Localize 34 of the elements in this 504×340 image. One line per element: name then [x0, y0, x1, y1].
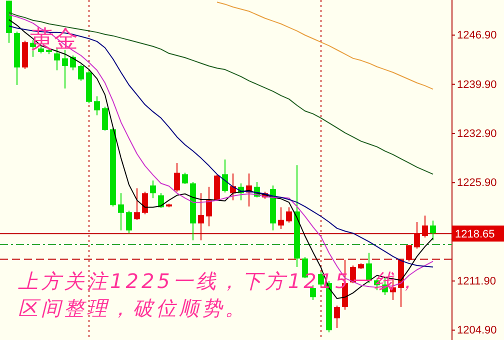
candlestick — [70, 54, 76, 71]
candlestick — [406, 244, 412, 262]
candlestick — [286, 206, 292, 224]
candlestick — [182, 172, 188, 185]
y-tick-label: 1239.90 — [457, 78, 497, 91]
candlestick — [198, 192, 204, 241]
candlestick — [334, 305, 340, 329]
candlestick — [422, 215, 428, 238]
candlestick — [278, 206, 284, 230]
ref-line-label: 1218.65 — [455, 228, 495, 241]
candlestick — [430, 220, 436, 241]
y-tick-label: 1211.90 — [457, 276, 496, 288]
y-tick-label: 1246.90 — [457, 30, 497, 42]
candlestick — [414, 221, 420, 250]
candlestick — [142, 191, 148, 215]
candlestick — [206, 186, 212, 227]
candlestick — [126, 210, 132, 234]
line-series — [216, 2, 434, 90]
candlestick — [54, 48, 60, 71]
candlestick — [118, 192, 124, 231]
candlestick — [174, 162, 180, 192]
candlestick — [150, 180, 156, 199]
candlestick — [62, 49, 68, 90]
candlestick — [318, 271, 324, 286]
candlestick — [134, 188, 140, 220]
candlestick — [366, 252, 372, 284]
y-tick-label: 1225.90 — [457, 177, 497, 190]
candlestick — [222, 158, 228, 193]
y-tick-label: 1232.90 — [457, 128, 497, 140]
candlestick — [214, 174, 220, 202]
y-tick-label: 1204.90 — [457, 324, 497, 337]
candlestick — [78, 64, 84, 82]
candlestick — [94, 96, 100, 116]
candlestick — [102, 106, 108, 132]
